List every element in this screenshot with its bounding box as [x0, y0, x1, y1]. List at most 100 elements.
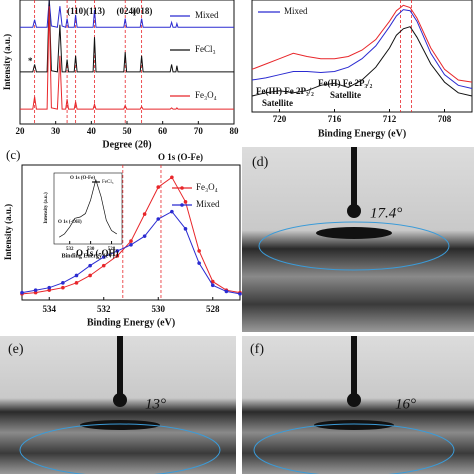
point [170, 209, 174, 214]
plot-frame [19, 0, 235, 125]
point [61, 281, 65, 285]
contact-angle: 17.4° [370, 205, 402, 221]
x-axis-label: Binding Energy (eV) [87, 317, 175, 328]
point [210, 283, 215, 288]
point [115, 249, 120, 253]
x-tick-label: 30 [51, 126, 61, 136]
contact-angle: 16° [395, 396, 416, 412]
x-tick-label: 60 [158, 126, 168, 136]
point [47, 285, 52, 290]
fit-ellipse [19, 423, 221, 474]
series-line [251, 26, 473, 97]
photo-f: (f) 16° [242, 336, 474, 474]
y-axis-label: Intensity (a.u.) [3, 204, 13, 260]
x-tick-label: 20 [16, 126, 26, 136]
point [183, 200, 188, 204]
x-tick-label: 530 [152, 304, 166, 314]
point [20, 290, 24, 295]
panel-label: (c) [6, 147, 20, 162]
photo-d: (d) 17.4° [242, 147, 474, 332]
annotation: * [28, 56, 33, 66]
point [156, 185, 161, 189]
legend-label: Mixed [195, 10, 219, 20]
droplet [314, 420, 394, 430]
legend-label: FeCl₃ [102, 180, 114, 185]
point [210, 279, 215, 284]
peak-label: (024) [116, 6, 136, 16]
fit-ellipse [253, 423, 455, 474]
annotation: O 1s (-OH) [58, 220, 82, 225]
legend-label: Mixed [196, 199, 220, 209]
x-tick-label: 528 [108, 247, 116, 252]
annotation: O 1s (O-Fe) [70, 176, 95, 181]
drop [113, 393, 127, 407]
x-tick-label: 528 [206, 304, 220, 314]
point [33, 288, 38, 292]
x-tick-label: 70 [194, 126, 204, 136]
legend-marker [180, 203, 184, 207]
x-tick-label: 530 [87, 247, 95, 252]
annotation: Satellite [330, 90, 361, 100]
peak-label: (113) [86, 6, 105, 16]
annotation: Fe(II) Fe 2P₃/₂ [318, 78, 373, 88]
x-axis-label: Binding Energy (eV) [61, 252, 114, 259]
legend-label: Fe₃O₄ [196, 182, 218, 192]
point [101, 255, 106, 259]
point [183, 227, 188, 231]
photo-bg [242, 147, 474, 332]
contact-angle: 13° [145, 396, 166, 412]
photo-e: (e) 13° [0, 336, 236, 474]
panel-label: (d) [252, 155, 269, 170]
needle [351, 336, 357, 394]
x-tick-label: 716 [328, 114, 342, 124]
series-line [20, 6, 234, 110]
peak-label: (110) [67, 6, 86, 16]
x-tick-label: 720 [273, 114, 287, 124]
annotation: Fe(III) Fe 2P₃/₂ [256, 86, 314, 96]
point [115, 254, 120, 258]
point [142, 212, 147, 216]
x-tick-label: 50 [123, 126, 133, 136]
y-axis-label: Intensity (a.u.) [44, 192, 49, 224]
plot-frame [251, 0, 473, 113]
plot-frame [53, 172, 123, 245]
series-line [20, 0, 234, 28]
legend-marker [180, 186, 184, 190]
point [156, 217, 161, 221]
legend-label: FeCl₃ [195, 44, 216, 54]
series-line [20, 0, 234, 73]
drop [347, 393, 361, 407]
point [170, 175, 174, 180]
droplet [80, 420, 160, 430]
point [238, 292, 242, 296]
legend-label: Mixed [284, 6, 308, 16]
y-axis-label: Intensity (a.u.) [2, 34, 12, 90]
legend-label: Fe₃O₄ [195, 90, 217, 100]
point [142, 234, 147, 238]
needle [117, 336, 123, 394]
point [101, 263, 106, 268]
x-tick-label: 532 [97, 304, 111, 314]
annotation: Satellite [262, 98, 293, 108]
point [74, 273, 79, 278]
point [129, 239, 133, 243]
point [197, 261, 201, 265]
peak-label: (018) [133, 6, 153, 16]
annotation: O 1s (O-Fe) [158, 152, 203, 162]
point [61, 285, 65, 290]
panel-label: (e) [8, 342, 24, 357]
x-tick-label: 80 [230, 126, 240, 136]
point [129, 242, 133, 247]
series-line [251, 4, 473, 83]
point [88, 273, 92, 278]
x-tick-label: 534 [43, 304, 57, 314]
annotation: O 1s (-OH) [76, 248, 119, 258]
drop [347, 204, 361, 218]
series-line [251, 9, 473, 89]
x-tick-label: 532 [66, 247, 74, 252]
point [197, 249, 201, 253]
panel-label: (f) [250, 342, 264, 357]
series-line [59, 178, 117, 238]
x-tick-label: 708 [438, 114, 452, 124]
point [88, 263, 92, 268]
